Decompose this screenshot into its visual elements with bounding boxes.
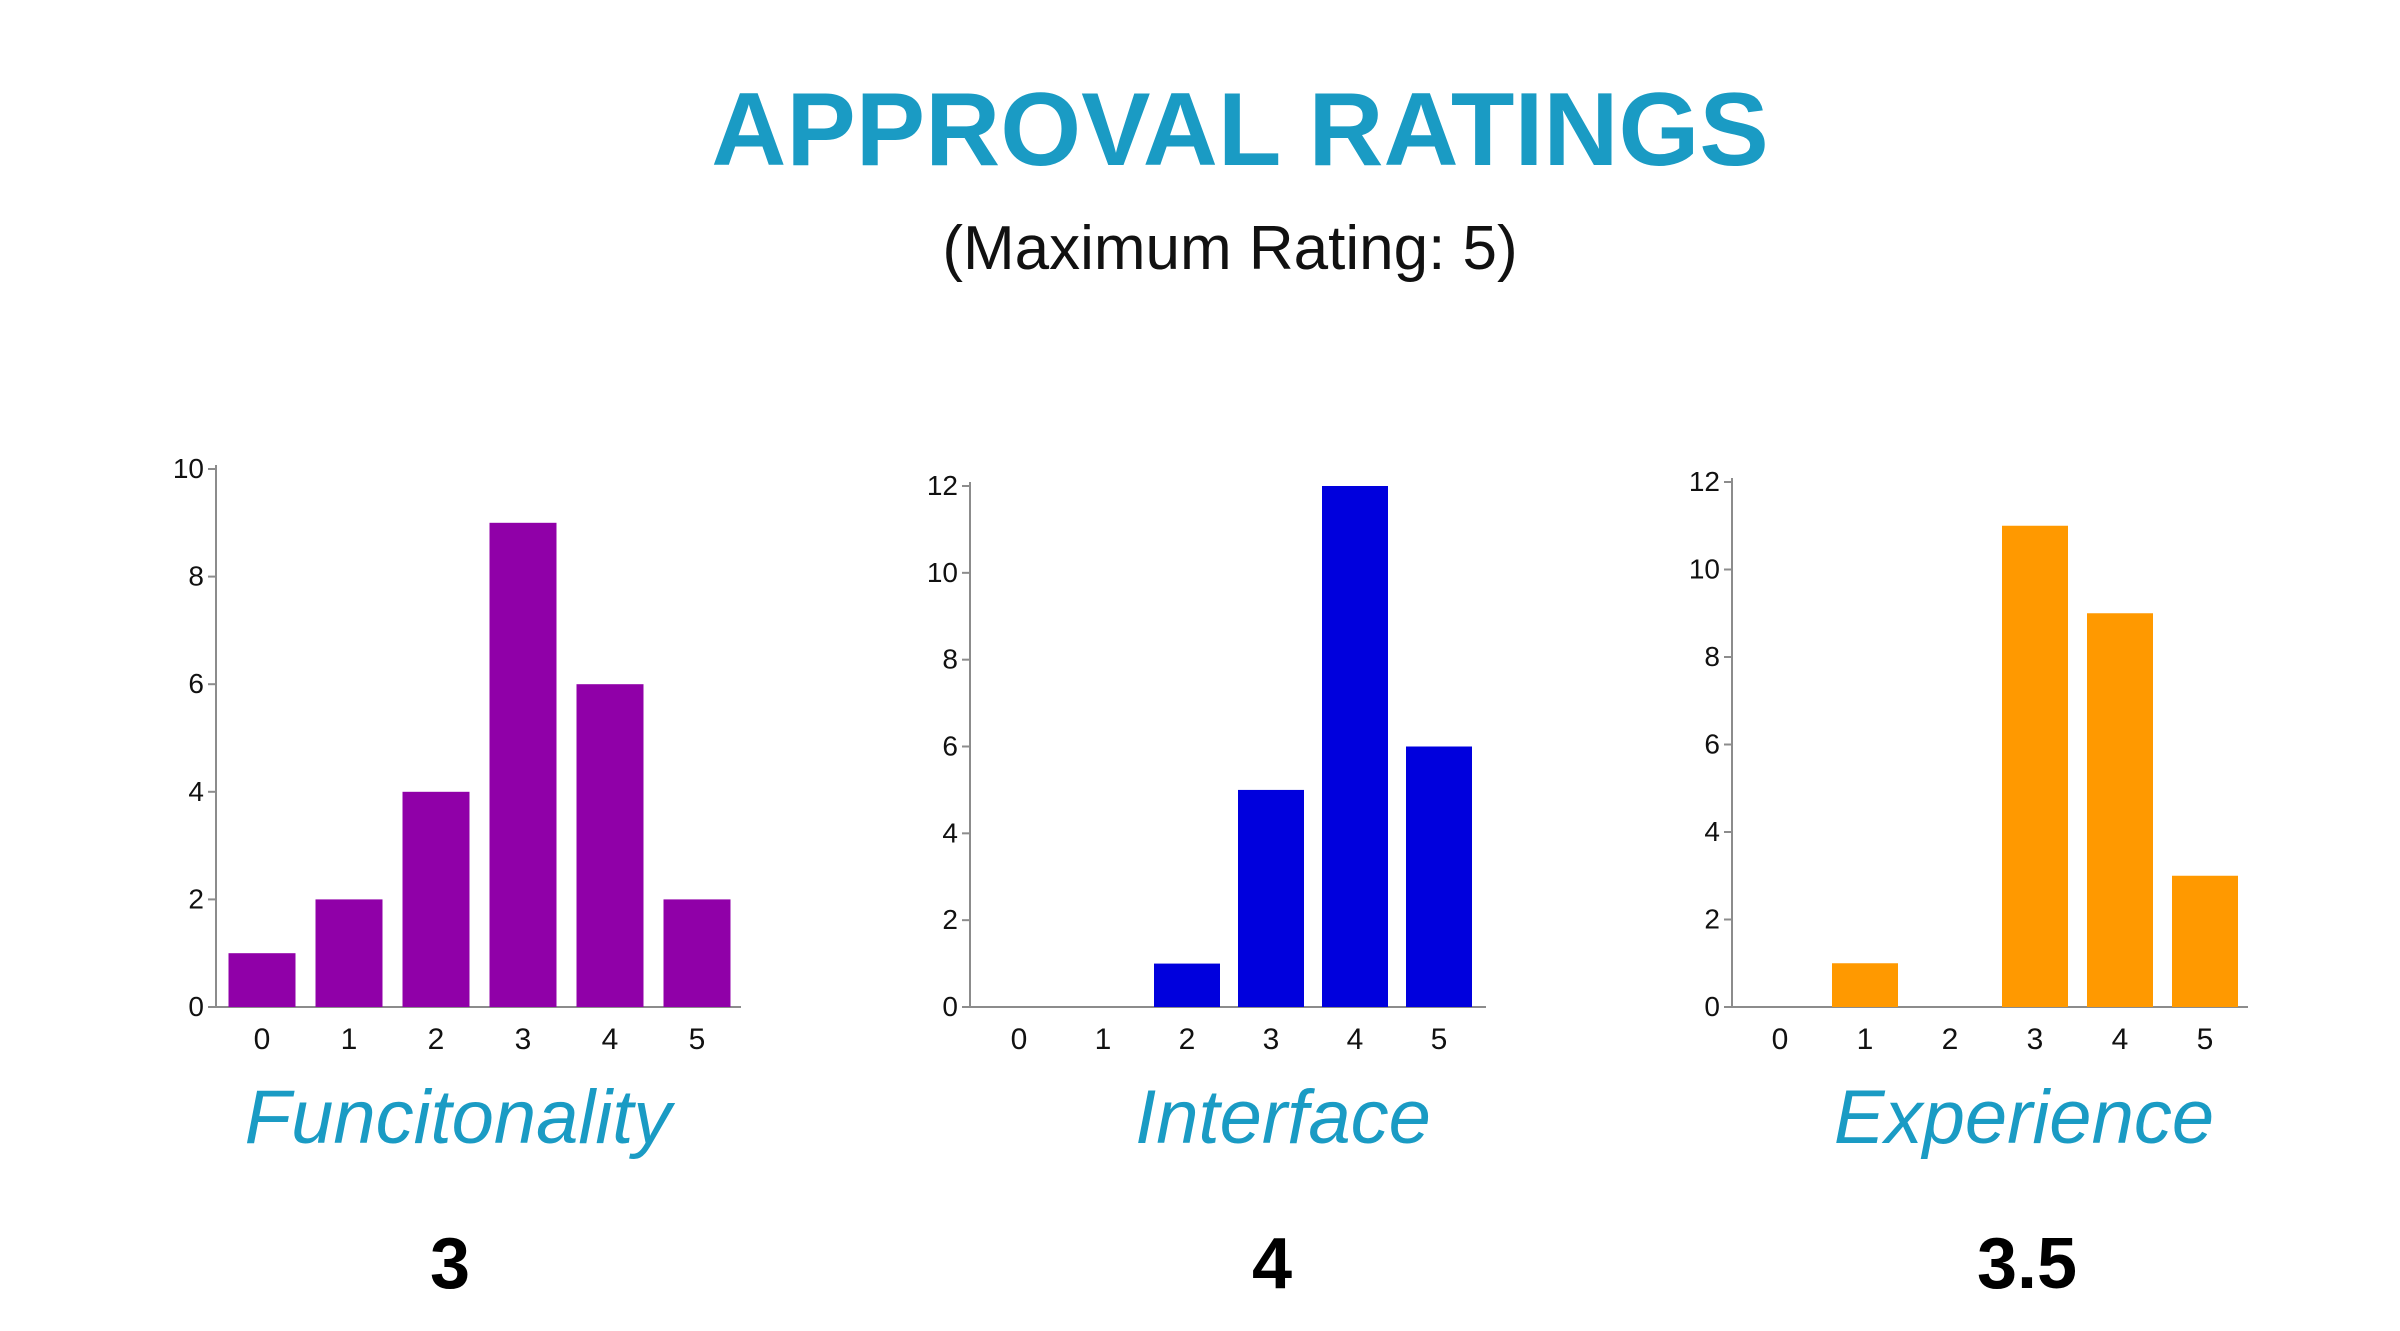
bar-2 — [1154, 963, 1220, 1007]
x-tick-label: 4 — [2112, 1023, 2129, 1056]
y-tick-label: 6 — [942, 731, 958, 762]
x-tick-label: 2 — [1942, 1023, 1959, 1056]
x-tick-label: 5 — [689, 1023, 706, 1056]
y-tick-label: 0 — [188, 991, 204, 1022]
chart-label-functionality: Funcitonality — [244, 1075, 672, 1160]
y-tick-label: 2 — [942, 904, 958, 935]
y-tick-label: 4 — [188, 776, 204, 807]
bar-1 — [1832, 963, 1898, 1007]
y-tick-label: 10 — [1689, 554, 1720, 585]
bar-1 — [315, 899, 383, 1007]
x-tick-label: 4 — [602, 1023, 619, 1056]
x-tick-label: 0 — [1011, 1023, 1028, 1056]
x-tick-label: 0 — [254, 1023, 271, 1056]
chart-label-interface: Interface — [1135, 1075, 1431, 1160]
bar-0 — [228, 953, 296, 1007]
x-tick-label: 4 — [1347, 1023, 1364, 1056]
bar-4 — [1322, 486, 1388, 1007]
y-tick-label: 6 — [1704, 729, 1720, 760]
x-tick-label: 5 — [1431, 1023, 1448, 1056]
page-title: APPROVAL RATINGS — [711, 72, 1769, 188]
x-tick-label: 1 — [1857, 1023, 1874, 1056]
bar-4 — [576, 684, 644, 1007]
y-tick-label: 4 — [942, 817, 958, 848]
y-tick-label: 10 — [173, 453, 204, 484]
y-tick-label: 8 — [942, 644, 958, 675]
y-tick-label: 10 — [927, 557, 958, 588]
chart-score-experience: 3.5 — [1976, 1224, 2078, 1304]
x-tick-label: 2 — [428, 1023, 445, 1056]
y-tick-label: 0 — [942, 991, 958, 1022]
x-tick-label: 1 — [1095, 1023, 1112, 1056]
bar-5 — [1406, 746, 1472, 1007]
page-subtitle: (Maximum Rating: 5) — [942, 214, 1518, 283]
x-tick-label: 3 — [2027, 1023, 2044, 1056]
bar-5 — [2172, 875, 2238, 1007]
bar-4 — [2087, 613, 2153, 1007]
y-tick-label: 4 — [1704, 816, 1720, 847]
y-tick-label: 8 — [1704, 641, 1720, 672]
y-tick-label: 0 — [1704, 991, 1720, 1022]
bar-3 — [489, 522, 557, 1007]
y-tick-label: 6 — [188, 668, 204, 699]
bar-2 — [402, 791, 470, 1007]
chart-functionality: 0 2 4 6 8 10 0 1 2 3 4 5 — [173, 453, 741, 1056]
x-tick-label: 3 — [515, 1023, 532, 1056]
y-tick-label: 12 — [1689, 466, 1720, 497]
x-tick-label: 1 — [341, 1023, 358, 1056]
chart-score-interface: 4 — [1251, 1224, 1293, 1304]
chart-label-experience: Experience — [1833, 1075, 2215, 1160]
x-tick-label: 2 — [1179, 1023, 1196, 1056]
bar-3 — [1238, 789, 1304, 1007]
chart-score-functionality: 3 — [429, 1224, 471, 1304]
y-tick-label: 2 — [188, 883, 204, 914]
bar-3 — [2002, 525, 2068, 1007]
y-tick-label: 12 — [927, 470, 958, 501]
y-tick-label: 8 — [188, 561, 204, 592]
x-tick-label: 5 — [2197, 1023, 2214, 1056]
y-tick-label: 2 — [1704, 904, 1720, 935]
x-tick-label: 0 — [1772, 1023, 1789, 1056]
x-tick-label: 3 — [1263, 1023, 1280, 1056]
bar-5 — [663, 899, 731, 1007]
